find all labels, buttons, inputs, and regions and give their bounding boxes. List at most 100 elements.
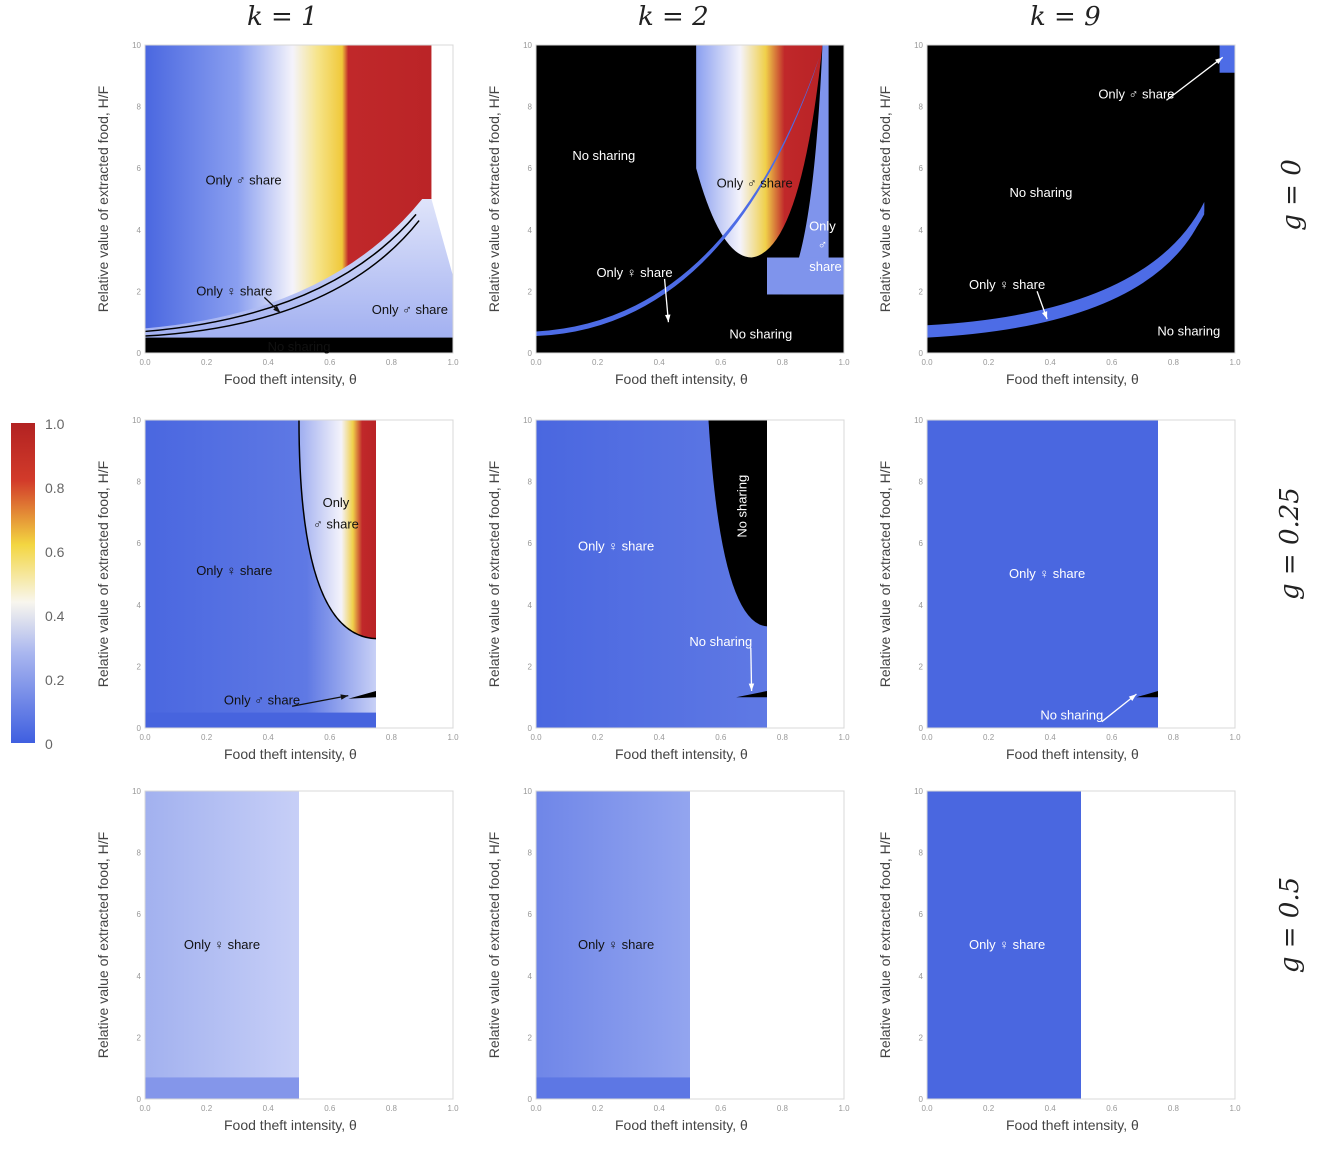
x-axis-label: Food theft intensity, θ (224, 1117, 357, 1133)
y-tick-label: 6 (528, 164, 533, 173)
heatmap-panel: 0.0 0.2 0.4 0.6 0.8 1.0 0 2 4 6 8 10 No sharing Only … (496, 410, 876, 790)
y-tick-label: 10 (132, 416, 141, 425)
y-tick-label: 6 (137, 539, 142, 548)
y-tick-label: 0 (919, 1095, 924, 1104)
arrow-head (1215, 57, 1223, 65)
x-axis-label: Food theft intensity, θ (224, 371, 357, 387)
x-axis-label: Food theft intensity, θ (1006, 746, 1139, 762)
x-tick-label: 1.0 (447, 358, 459, 367)
y-axis-label: Relative value of extracted food, H/F (877, 831, 893, 1059)
y-axis-label: Relative value of extracted food, H/F (486, 831, 502, 1059)
row-title-g025: g = 0.25 (1275, 487, 1305, 600)
x-axis-label: Food theft intensity, θ (1006, 1117, 1139, 1133)
y-tick-label: 10 (523, 416, 532, 425)
y-tick-label: 6 (919, 164, 924, 173)
y-tick-label: 8 (137, 478, 142, 487)
x-tick-label: 1.0 (838, 358, 850, 367)
x-tick-label: 0.0 (530, 733, 542, 742)
region-label: No sharing (1157, 323, 1220, 338)
x-tick-label: 0.6 (1106, 1104, 1118, 1113)
annotation-arrow (291, 695, 349, 707)
y-tick-label: 4 (137, 226, 142, 235)
y-tick-label: 4 (919, 972, 924, 981)
y-tick-label: 2 (528, 662, 533, 671)
x-tick-label: 0.2 (983, 733, 995, 742)
colorbar-gradient (11, 423, 35, 743)
colorbar-tick: 0.2 (45, 672, 65, 688)
region-label: No sharing (572, 148, 635, 163)
y-axis-label: Relative value of extracted food, H/F (95, 460, 111, 688)
y-axis-label: Relative value of extracted food, H/F (95, 831, 111, 1059)
x-tick-label: 0.2 (201, 733, 213, 742)
plot-frame (535, 790, 845, 1100)
plot-frame (926, 419, 1236, 729)
x-tick-label: 0.6 (715, 1104, 727, 1113)
heatmap-plot: 0.0 0.2 0.4 0.6 0.8 1.0 0 2 4 6 8 10 Only ♂ share Only… (132, 416, 459, 742)
plot-frame (144, 419, 454, 729)
heatmap-panel: 0.0 0.2 0.4 0.6 0.8 1.0 0 2 4 6 8 10 Only ♀ share No … (887, 410, 1267, 790)
x-tick-label: 0.0 (139, 733, 151, 742)
heatmap-panel: 0.0 0.2 0.4 0.6 0.8 1.0 0 2 4 6 8 10 Only ♂ share Only… (105, 410, 485, 790)
region-label: No sharing (1010, 185, 1073, 200)
y-tick-label: 10 (914, 416, 923, 425)
y-tick-label: 4 (137, 601, 142, 610)
y-tick-label: 6 (137, 164, 142, 173)
arrow-head (273, 305, 281, 313)
region-label: No sharing (729, 327, 792, 342)
region-label: Only ♀ share (184, 937, 260, 952)
arrow-head (1128, 694, 1137, 701)
y-tick-label: 8 (919, 849, 924, 858)
heatmap-panel: 0.0 0.2 0.4 0.6 0.8 1.0 0 2 4 6 8 10 Only ♀ share (887, 781, 1267, 1161)
column-title-k9: k = 9 (1030, 2, 1101, 32)
y-tick-label: 2 (528, 287, 533, 296)
y-tick-label: 2 (137, 662, 142, 671)
region-label: Only (323, 495, 350, 510)
y-axis-label: Relative value of extracted food, H/F (877, 85, 893, 313)
y-tick-label: 4 (528, 972, 533, 981)
x-tick-label: 0.4 (263, 358, 275, 367)
region-label: ♂ share (313, 517, 359, 532)
y-tick-label: 8 (137, 103, 142, 112)
x-tick-label: 0.6 (1106, 358, 1118, 367)
colorbar-tick: 0 (45, 736, 53, 752)
y-tick-label: 10 (523, 41, 532, 50)
heatmap-plot: 0.0 0.2 0.4 0.6 0.8 1.0 0 2 4 6 8 10 Only ♀ share (132, 787, 459, 1113)
x-axis-label: Food theft intensity, θ (615, 746, 748, 762)
y-tick-label: 0 (137, 349, 142, 358)
plot-frame (926, 44, 1236, 354)
y-tick-label: 8 (528, 478, 533, 487)
y-tick-label: 8 (528, 103, 533, 112)
x-tick-label: 0.6 (324, 1104, 336, 1113)
row-title-g05: g = 0.5 (1275, 876, 1305, 974)
x-tick-label: 1.0 (838, 1104, 850, 1113)
column-title-k1: k = 1 (247, 2, 318, 32)
x-tick-label: 0.2 (201, 358, 213, 367)
x-tick-label: 1.0 (1229, 1104, 1241, 1113)
y-tick-label: 2 (137, 287, 142, 296)
y-tick-label: 10 (132, 787, 141, 796)
x-tick-label: 0.4 (654, 733, 666, 742)
region-label: share (809, 259, 842, 274)
y-tick-label: 0 (137, 724, 142, 733)
x-axis-label: Food theft intensity, θ (615, 1117, 748, 1133)
x-tick-label: 0.0 (139, 1104, 151, 1113)
x-tick-label: 0.6 (324, 733, 336, 742)
heatmap-plot: 0.0 0.2 0.4 0.6 0.8 1.0 0 2 4 6 8 10 Only ♂ share Onl… (132, 41, 459, 367)
x-tick-label: 0.8 (386, 358, 398, 367)
y-tick-label: 4 (528, 601, 533, 610)
region-label: Only ♀ share (969, 937, 1045, 952)
y-tick-label: 0 (137, 1095, 142, 1104)
y-tick-label: 0 (528, 1095, 533, 1104)
region-label: ♂ (818, 237, 828, 252)
x-tick-label: 1.0 (838, 733, 850, 742)
plot-frame (535, 419, 845, 729)
heatmap-panel: 0.0 0.2 0.4 0.6 0.8 1.0 0 2 4 6 8 10 Only ♀ share (496, 781, 876, 1161)
region-label: No sharing (734, 475, 749, 538)
y-tick-label: 8 (528, 849, 533, 858)
x-tick-label: 0.4 (1045, 733, 1057, 742)
x-tick-label: 0.8 (1168, 358, 1180, 367)
y-tick-label: 4 (137, 972, 142, 981)
x-tick-label: 0.0 (139, 358, 151, 367)
x-tick-label: 0.4 (263, 733, 275, 742)
region-label: Only ♀ share (596, 265, 672, 280)
